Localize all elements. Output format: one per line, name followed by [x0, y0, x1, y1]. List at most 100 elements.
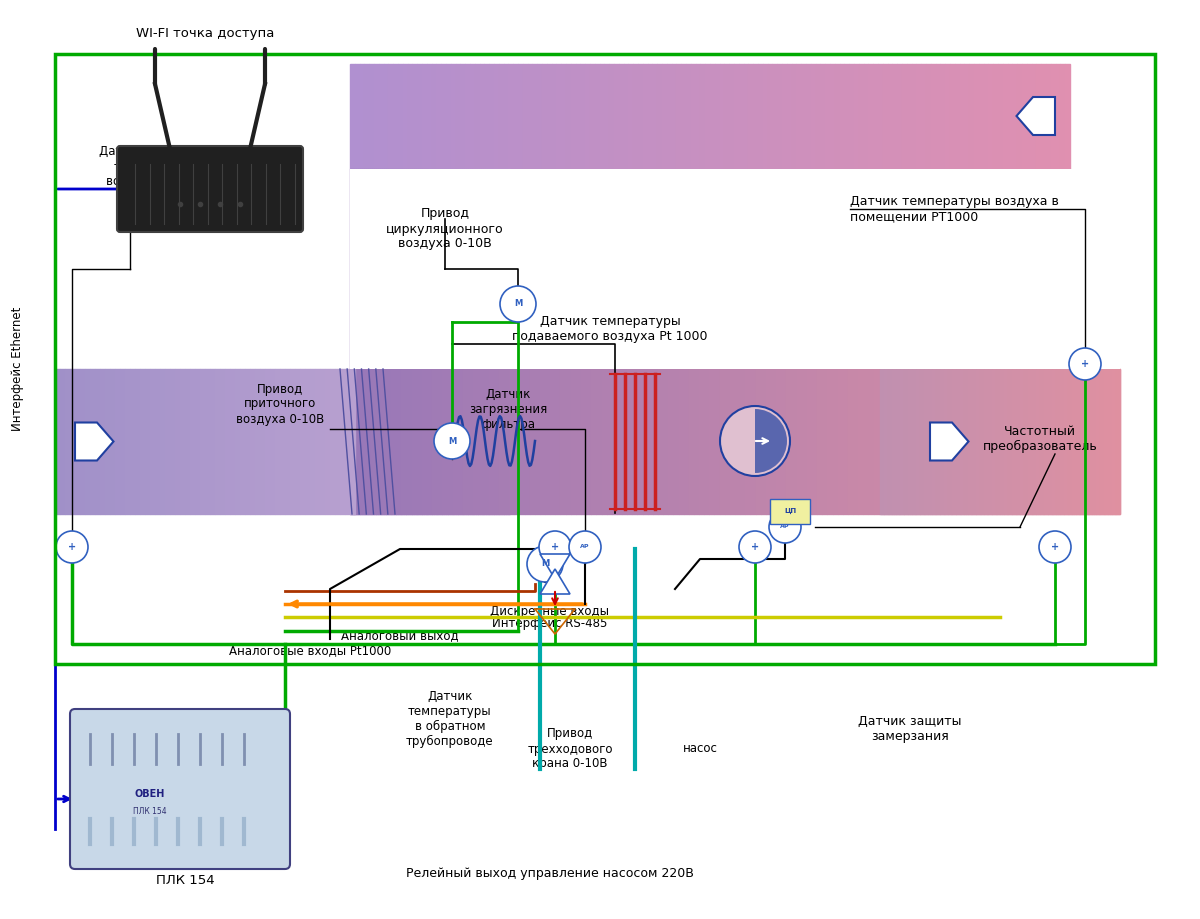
Bar — [1051, 64, 1056, 169]
Bar — [648, 64, 653, 169]
Bar — [450, 169, 452, 514]
Bar — [160, 369, 166, 514]
Bar — [1104, 369, 1110, 514]
Bar — [617, 369, 622, 514]
Bar — [461, 64, 466, 169]
Bar — [413, 64, 418, 169]
Circle shape — [769, 511, 802, 543]
Bar — [853, 369, 858, 514]
Bar — [493, 369, 499, 514]
Bar — [1013, 369, 1018, 514]
Bar — [607, 369, 612, 514]
Bar — [960, 369, 964, 514]
Bar — [1027, 369, 1033, 514]
Bar — [210, 369, 215, 514]
Bar — [466, 169, 468, 514]
Bar — [499, 64, 504, 169]
Bar — [974, 64, 979, 169]
Bar — [653, 64, 658, 169]
Bar — [792, 369, 797, 514]
Bar — [190, 369, 194, 514]
Bar — [518, 64, 523, 169]
Bar — [542, 64, 547, 169]
Bar — [884, 369, 888, 514]
Bar — [761, 369, 766, 514]
Bar — [484, 169, 486, 514]
Bar — [406, 169, 408, 514]
Bar — [90, 369, 95, 514]
Bar — [240, 369, 245, 514]
Bar — [408, 169, 410, 514]
Text: Релейный выход управление насосом 220В: Релейный выход управление насосом 220В — [406, 868, 694, 880]
Bar — [386, 369, 391, 514]
Bar — [470, 64, 475, 169]
Bar — [436, 169, 438, 514]
Bar — [458, 369, 463, 514]
Bar — [720, 369, 725, 514]
Text: Датчик
температуры
в обратном
трубопроводе: Датчик температуры в обратном трубопрово… — [406, 690, 494, 748]
Bar — [1016, 369, 1020, 514]
Bar — [984, 64, 989, 169]
Bar — [420, 169, 422, 514]
Bar — [880, 369, 884, 514]
Bar — [360, 169, 362, 514]
Bar — [414, 169, 416, 514]
Bar — [350, 169, 352, 514]
FancyBboxPatch shape — [118, 146, 302, 232]
Bar — [430, 169, 432, 514]
Bar — [1018, 64, 1022, 169]
Bar — [946, 369, 950, 514]
Bar — [508, 169, 510, 514]
Circle shape — [527, 546, 563, 582]
Bar — [878, 369, 884, 514]
Bar — [437, 64, 442, 169]
Bar — [502, 169, 504, 514]
Bar — [448, 369, 452, 514]
Bar — [941, 64, 946, 169]
Bar — [806, 369, 812, 514]
Bar — [910, 369, 914, 514]
Bar — [576, 64, 581, 169]
Bar — [1060, 369, 1064, 514]
Bar — [778, 64, 782, 169]
Bar — [730, 64, 734, 169]
Bar — [830, 64, 835, 169]
Bar — [100, 369, 106, 514]
Bar — [763, 64, 768, 169]
Bar — [155, 369, 160, 514]
FancyArrow shape — [74, 423, 114, 460]
Bar — [70, 369, 74, 514]
Text: Частотный
преобразователь: Частотный преобразователь — [983, 425, 1097, 453]
Text: Привод
приточного
воздуха 0-10В: Привод приточного воздуха 0-10В — [236, 382, 324, 425]
Bar — [1090, 369, 1094, 514]
Bar — [781, 369, 786, 514]
Bar — [750, 369, 756, 514]
Bar — [1054, 369, 1058, 514]
Bar — [390, 169, 392, 514]
Bar — [935, 369, 941, 514]
Bar — [362, 169, 364, 514]
Bar — [440, 169, 442, 514]
Bar — [394, 64, 398, 169]
Bar — [715, 64, 720, 169]
Bar — [451, 64, 456, 169]
Bar — [230, 369, 235, 514]
Bar — [200, 369, 205, 514]
Bar — [422, 369, 427, 514]
Bar — [428, 169, 430, 514]
Bar — [1007, 369, 1013, 514]
Bar — [972, 369, 976, 514]
Text: Датчик температуры
подаваемого воздуха Pt 1000: Датчик температуры подаваемого воздуха P… — [512, 315, 708, 343]
Bar — [966, 369, 971, 514]
Text: насос: насос — [683, 743, 718, 755]
Bar — [581, 64, 586, 169]
Bar — [354, 169, 356, 514]
Bar — [956, 369, 960, 514]
Bar — [520, 369, 524, 514]
Bar — [1104, 369, 1108, 514]
Text: +: + — [1051, 542, 1060, 552]
Bar — [739, 64, 744, 169]
Bar — [432, 64, 437, 169]
Bar — [700, 369, 704, 514]
Bar — [643, 369, 648, 514]
